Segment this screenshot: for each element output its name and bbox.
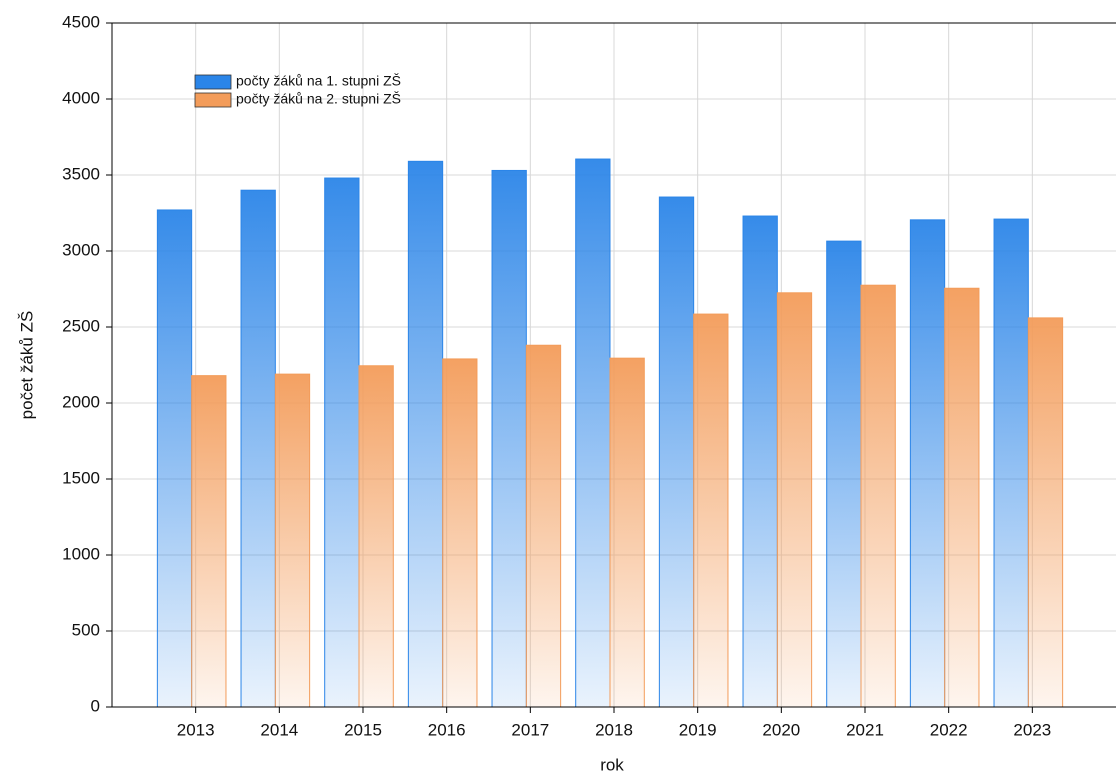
y-tick-label: 3000 xyxy=(62,240,100,259)
bar xyxy=(525,344,562,708)
x-tick-label: 2017 xyxy=(511,720,549,739)
bar xyxy=(491,169,527,708)
y-tick-label: 1500 xyxy=(62,468,100,487)
y-tick-label: 1000 xyxy=(62,544,100,563)
legend-label: počty žáků na 2. stupni ZŠ xyxy=(236,91,401,107)
bar xyxy=(324,177,360,708)
legend-swatch xyxy=(194,92,232,108)
bar xyxy=(156,209,193,708)
y-tick-label: 500 xyxy=(72,620,100,639)
y-tick-label: 4000 xyxy=(62,88,100,107)
x-tick-label: 2020 xyxy=(762,720,800,739)
x-axis-label: rok xyxy=(600,755,624,774)
x-tick-label: 2018 xyxy=(595,720,633,739)
bar xyxy=(860,284,896,708)
bar xyxy=(575,158,611,708)
bar xyxy=(240,189,276,708)
y-tick-label: 2000 xyxy=(62,392,100,411)
bar xyxy=(609,357,645,708)
y-tick-label: 0 xyxy=(91,696,100,715)
bar xyxy=(909,219,946,708)
legend-swatch xyxy=(194,74,232,90)
bar xyxy=(407,160,444,708)
bar xyxy=(944,287,980,708)
x-tick-label: 2021 xyxy=(846,720,884,739)
x-tick-label: 2015 xyxy=(344,720,382,739)
bar xyxy=(274,373,311,708)
y-tick-label: 3500 xyxy=(62,164,100,183)
y-axis-label: počet žáků ZŠ xyxy=(17,311,36,420)
y-tick-label: 2500 xyxy=(62,316,100,335)
x-tick-label: 2013 xyxy=(177,720,215,739)
bar xyxy=(191,375,227,708)
x-tick-label: 2022 xyxy=(930,720,968,739)
bar xyxy=(993,218,1029,708)
y-tick-label: 4500 xyxy=(62,12,100,31)
bar xyxy=(442,358,478,708)
bar xyxy=(658,196,695,708)
bar xyxy=(742,215,778,708)
bar xyxy=(776,292,813,708)
bar xyxy=(358,365,394,708)
x-tick-label: 2014 xyxy=(260,720,298,739)
x-tick-label: 2019 xyxy=(679,720,717,739)
legend-label: počty žáků na 1. stupni ZŠ xyxy=(236,73,401,89)
x-tick-label: 2016 xyxy=(428,720,466,739)
bar xyxy=(1027,317,1064,708)
bar xyxy=(693,313,729,708)
bar xyxy=(826,240,862,708)
x-tick-label: 2023 xyxy=(1013,720,1051,739)
